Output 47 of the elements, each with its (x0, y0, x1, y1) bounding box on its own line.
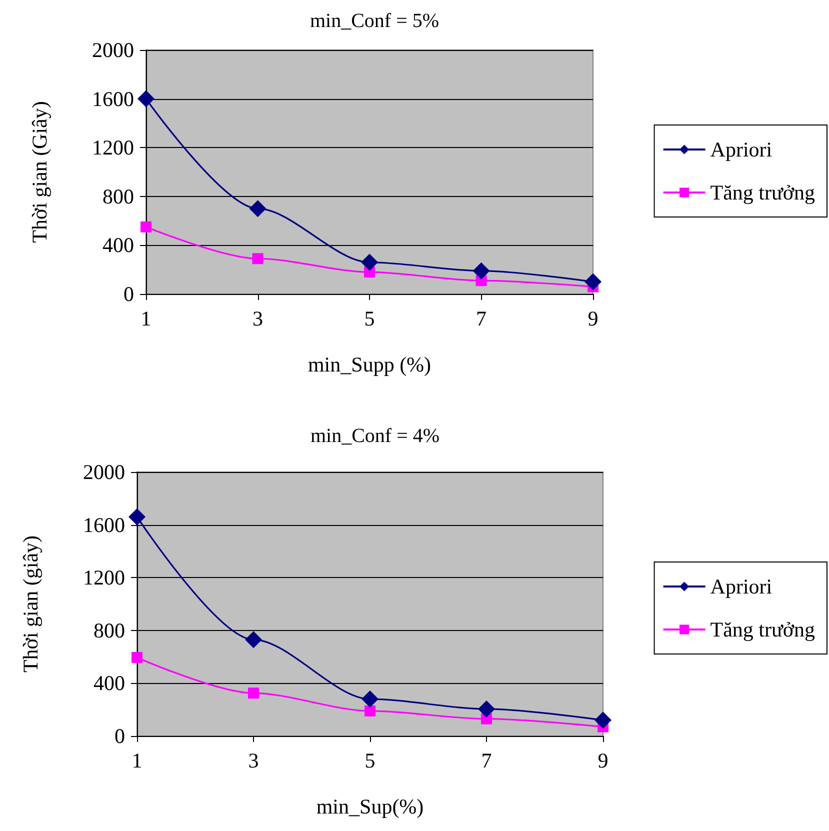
point (140, 221, 152, 232)
y-tick-label: 800 (102, 184, 134, 208)
x-tick-label: 9 (598, 748, 608, 772)
y-tick-label: 2000 (92, 38, 134, 62)
legend-label: Tăng trưởng (710, 618, 816, 642)
y-tick-label: 400 (94, 671, 125, 696)
y-tick-label: 1200 (92, 136, 134, 160)
y-tick-label: 2000 (83, 460, 125, 484)
y-axis-title: Thời gian (Giây) (28, 101, 52, 243)
y-tick-label: 0 (124, 282, 134, 306)
point (472, 262, 490, 280)
y-tick-label: 1600 (83, 512, 125, 537)
point (128, 508, 146, 526)
point (249, 200, 266, 218)
y-tick-label: 800 (94, 618, 125, 642)
point (245, 631, 262, 648)
x-tick-label: 1 (140, 306, 152, 330)
y-tick-label: 0 (114, 724, 125, 748)
legend-label: Apriori (710, 574, 772, 598)
y-axis-title: Thời gian (giây) (18, 535, 42, 673)
point (594, 712, 612, 729)
x-tick-label: 1 (132, 748, 142, 772)
legend-label: Tăng trưởng (710, 180, 816, 204)
x-tick-label: 7 (481, 748, 492, 772)
point (584, 273, 602, 290)
y-tick-label: 400 (102, 233, 134, 258)
point (132, 652, 142, 663)
y-tick-label: 1600 (92, 86, 134, 111)
x-tick-label: 5 (364, 306, 375, 330)
x-axis-title: min_Sup(%) (316, 794, 424, 818)
legend-label: Apriori (710, 138, 772, 162)
point (252, 253, 264, 264)
x-tick-label: 9 (588, 306, 598, 330)
x-tick-label: 7 (476, 306, 486, 330)
x-tick-label: 3 (252, 306, 263, 330)
point (478, 700, 495, 718)
point (364, 705, 376, 716)
point (138, 90, 154, 108)
x-tick-label: 3 (248, 748, 259, 772)
chart-title: min_Conf = 5% (310, 10, 440, 32)
x-tick-label: 5 (364, 748, 376, 772)
point (361, 254, 378, 271)
point (248, 688, 259, 699)
point (362, 690, 378, 708)
x-axis-title: min_Supp (%) (308, 352, 432, 376)
chart-title: min_Conf = 4% (310, 425, 440, 447)
y-tick-label: 1200 (83, 566, 125, 590)
